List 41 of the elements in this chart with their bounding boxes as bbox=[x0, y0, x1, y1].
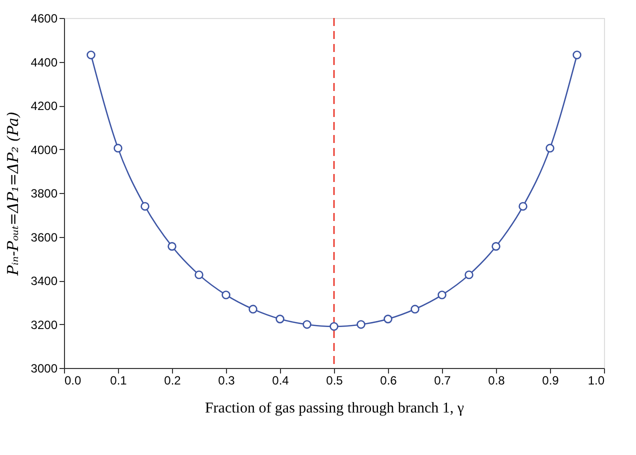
point bbox=[194, 270, 204, 280]
x-tick-label: 0.4 bbox=[272, 374, 290, 388]
y-axis-title: Pᵢₙ-Pₒᵤₜ=ΔP₁=ΔP₂ (Pa) bbox=[4, 112, 22, 276]
point bbox=[140, 202, 150, 211]
point bbox=[222, 290, 230, 300]
y-tick-label: 4400 bbox=[30, 55, 58, 70]
x-tick-label: 1.0 bbox=[588, 374, 605, 388]
point bbox=[168, 242, 176, 251]
point bbox=[546, 144, 554, 153]
x-tick-label: 0.8 bbox=[488, 374, 506, 388]
point bbox=[384, 314, 392, 324]
point bbox=[464, 270, 474, 280]
y-tick-label: 3000 bbox=[30, 362, 58, 376]
x-tick-label: 0.6 bbox=[380, 374, 398, 388]
point bbox=[572, 50, 582, 60]
point bbox=[114, 144, 122, 153]
point bbox=[438, 290, 446, 300]
y-tick-label: 4000 bbox=[30, 142, 58, 157]
x-axis-title: Fraction of gas passing through branch 1, γ bbox=[204, 400, 464, 416]
x-tick-label: 0.5 bbox=[326, 374, 344, 388]
y-tick-label: 3200 bbox=[30, 318, 58, 332]
x-tick-label: 0.2 bbox=[164, 374, 182, 388]
y-tick-label: 4200 bbox=[30, 99, 58, 113]
y-tick-label: 3800 bbox=[30, 186, 58, 200]
x-tick-label: 0.1 bbox=[110, 374, 128, 388]
x-tick-label: 0.0 bbox=[64, 374, 82, 388]
y-tick-label: 3400 bbox=[30, 274, 58, 288]
point bbox=[518, 202, 528, 211]
point bbox=[302, 320, 312, 329]
point bbox=[276, 314, 284, 324]
x-tick-label: 0.9 bbox=[542, 374, 560, 388]
y-tick-label: 3600 bbox=[30, 230, 58, 244]
x-tick-label: 0.7 bbox=[434, 374, 452, 388]
point bbox=[356, 320, 366, 329]
point bbox=[492, 242, 500, 251]
point bbox=[248, 304, 258, 314]
y-tick-label: 4600 bbox=[30, 12, 58, 26]
point bbox=[330, 322, 338, 331]
point bbox=[410, 304, 420, 314]
point bbox=[86, 50, 96, 60]
x-tick-label: 0.3 bbox=[218, 374, 236, 388]
